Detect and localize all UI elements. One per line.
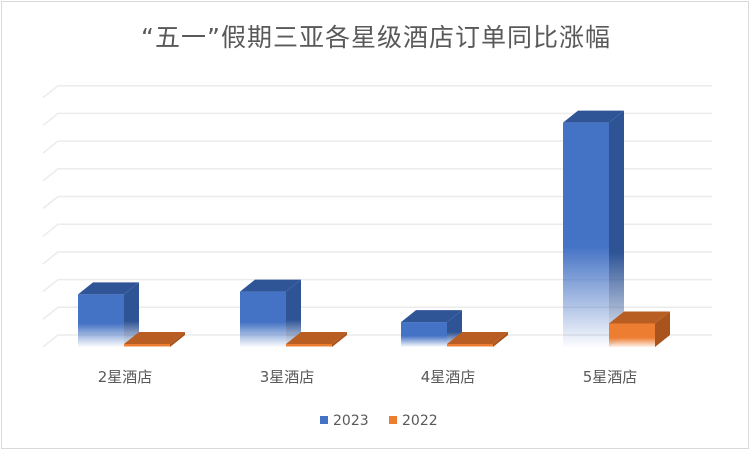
chart-title: “五一”假期三亚各星级酒店订单同比涨幅 [141,23,611,52]
bar-2022-0 [124,332,185,347]
bar-side [170,332,185,347]
bar-front [563,122,609,347]
gridline [42,278,712,293]
bar-top [240,279,301,292]
gridline [42,112,712,126]
bar-front [609,323,655,347]
legend-label: 2022 [402,413,438,429]
bar-top [563,110,624,123]
bar-front [401,322,447,347]
bar-front [286,344,332,347]
gridline [42,306,712,320]
bar-2023-3 [563,110,624,347]
legend-swatch [320,416,328,424]
bar-side [124,282,139,347]
gridline [42,168,712,182]
gridline [42,251,712,265]
bar-side [493,332,508,347]
bar-side [609,110,624,347]
gridline [42,84,712,99]
bar-side [332,332,347,347]
category-label: 2星酒店 [98,368,153,386]
category-label: 3星酒店 [260,368,315,386]
gridline [42,140,712,154]
bar-top [124,332,185,344]
bar-front [124,344,170,347]
bar-side [286,279,301,347]
category-label: 4星酒店 [421,368,476,386]
bar-2022-3 [609,311,670,347]
bar-top [609,311,670,324]
bar-side [655,311,670,347]
bar-2022-1 [286,332,347,347]
bar-2023-0 [78,282,139,347]
bar-2023-1 [240,279,301,347]
legend-label: 2023 [333,413,369,429]
category-label: 5星酒店 [583,368,638,386]
bar-front [78,294,124,347]
legend-swatch [389,416,397,424]
bar-front [240,291,286,347]
bar-top [78,282,139,295]
gridline [42,223,712,237]
bar-2022-2 [447,332,508,347]
bar-top [286,332,347,344]
bar-top [447,332,508,344]
bar-front [447,344,493,347]
gridline [42,195,712,210]
bar-top [401,310,462,323]
